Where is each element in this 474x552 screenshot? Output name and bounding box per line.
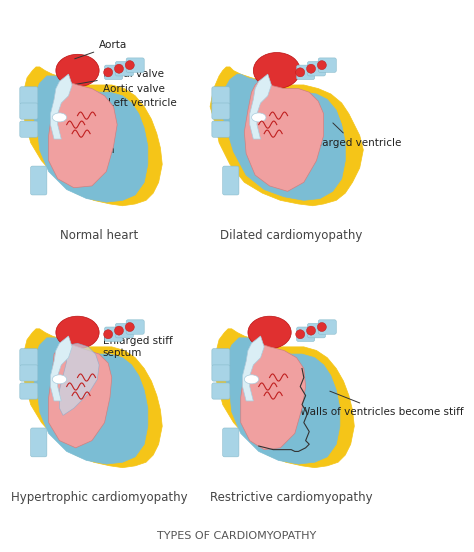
Polygon shape [22, 329, 162, 468]
Text: Normal heart: Normal heart [60, 229, 138, 242]
Polygon shape [22, 67, 162, 206]
FancyBboxPatch shape [126, 58, 144, 72]
FancyBboxPatch shape [297, 327, 315, 342]
Polygon shape [250, 74, 272, 139]
Polygon shape [50, 74, 72, 139]
Circle shape [125, 61, 134, 70]
Text: Enlarged ventricle: Enlarged ventricle [306, 123, 401, 147]
FancyBboxPatch shape [318, 320, 336, 335]
Text: Dilated cardiomyopathy: Dilated cardiomyopathy [220, 229, 363, 242]
FancyBboxPatch shape [31, 166, 47, 195]
Ellipse shape [244, 375, 259, 384]
Polygon shape [210, 67, 363, 206]
FancyBboxPatch shape [31, 428, 47, 457]
FancyBboxPatch shape [212, 365, 230, 381]
Ellipse shape [52, 113, 67, 122]
Circle shape [296, 330, 305, 339]
Polygon shape [50, 336, 72, 401]
Circle shape [114, 64, 124, 73]
Polygon shape [49, 81, 117, 188]
FancyBboxPatch shape [20, 121, 38, 137]
Text: Aortic valve: Aortic valve [66, 83, 164, 99]
Polygon shape [49, 343, 112, 448]
FancyBboxPatch shape [105, 65, 123, 79]
Circle shape [307, 64, 316, 73]
FancyBboxPatch shape [115, 61, 133, 76]
Polygon shape [221, 74, 345, 200]
FancyBboxPatch shape [223, 428, 239, 457]
FancyBboxPatch shape [105, 327, 123, 342]
FancyBboxPatch shape [212, 103, 230, 119]
FancyBboxPatch shape [223, 166, 239, 195]
Polygon shape [241, 343, 306, 450]
Polygon shape [59, 343, 99, 415]
Ellipse shape [56, 316, 99, 349]
Text: Septum: Septum [62, 136, 114, 155]
FancyBboxPatch shape [212, 349, 230, 367]
Circle shape [114, 326, 124, 335]
FancyBboxPatch shape [212, 87, 230, 105]
Polygon shape [244, 81, 324, 192]
Circle shape [104, 68, 113, 77]
Ellipse shape [56, 54, 99, 87]
Ellipse shape [248, 316, 291, 349]
Circle shape [296, 68, 305, 77]
Polygon shape [32, 76, 148, 202]
FancyBboxPatch shape [20, 365, 38, 381]
Circle shape [125, 322, 134, 332]
Text: Left ventricle: Left ventricle [84, 98, 177, 113]
Circle shape [307, 326, 316, 335]
FancyBboxPatch shape [318, 58, 336, 72]
FancyBboxPatch shape [20, 383, 38, 399]
Polygon shape [214, 329, 354, 468]
FancyBboxPatch shape [297, 65, 315, 79]
Polygon shape [225, 338, 340, 464]
FancyBboxPatch shape [20, 87, 38, 105]
Ellipse shape [252, 113, 266, 122]
Ellipse shape [52, 375, 67, 384]
Circle shape [318, 61, 327, 70]
Text: Hypertrophic cardiomyopathy: Hypertrophic cardiomyopathy [11, 491, 187, 504]
Polygon shape [243, 336, 264, 401]
Circle shape [104, 330, 113, 339]
Text: Enlarged stiff
septum: Enlarged stiff septum [84, 336, 173, 364]
FancyBboxPatch shape [212, 121, 230, 137]
FancyBboxPatch shape [115, 323, 133, 338]
Text: Restrictive cardiomyopathy: Restrictive cardiomyopathy [210, 491, 373, 504]
Circle shape [318, 322, 327, 332]
Text: Mitral valve: Mitral valve [75, 69, 164, 84]
FancyBboxPatch shape [212, 383, 230, 399]
Text: Walls of ventricles become stiff: Walls of ventricles become stiff [300, 391, 464, 417]
Text: TYPES OF CARDIOMYOPATHY: TYPES OF CARDIOMYOPATHY [157, 531, 317, 541]
Polygon shape [32, 338, 148, 464]
Text: Aorta: Aorta [75, 40, 128, 59]
FancyBboxPatch shape [20, 349, 38, 367]
FancyBboxPatch shape [308, 323, 326, 338]
FancyBboxPatch shape [126, 320, 144, 335]
FancyBboxPatch shape [308, 61, 326, 76]
Ellipse shape [253, 52, 300, 88]
FancyBboxPatch shape [20, 103, 38, 119]
